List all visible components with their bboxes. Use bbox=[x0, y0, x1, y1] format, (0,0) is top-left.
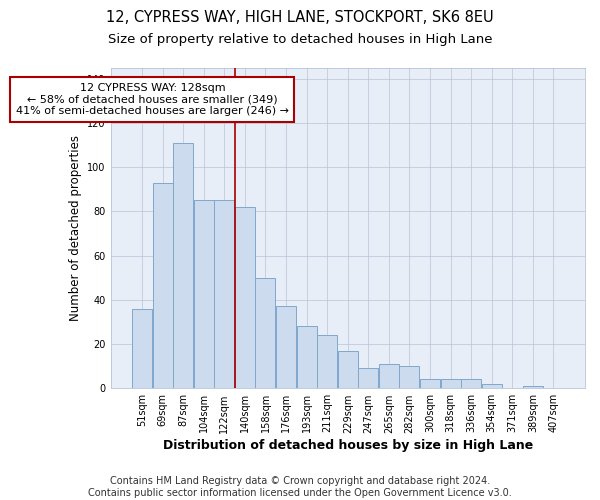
Bar bbox=[276, 306, 296, 388]
Bar bbox=[358, 368, 379, 388]
Text: 12, CYPRESS WAY, HIGH LANE, STOCKPORT, SK6 8EU: 12, CYPRESS WAY, HIGH LANE, STOCKPORT, S… bbox=[106, 10, 494, 25]
Bar bbox=[461, 380, 481, 388]
Bar bbox=[317, 335, 337, 388]
Text: 12 CYPRESS WAY: 128sqm
← 58% of detached houses are smaller (349)
41% of semi-de: 12 CYPRESS WAY: 128sqm ← 58% of detached… bbox=[16, 83, 289, 116]
Bar bbox=[214, 200, 235, 388]
Text: Size of property relative to detached houses in High Lane: Size of property relative to detached ho… bbox=[108, 32, 492, 46]
Bar bbox=[296, 326, 317, 388]
Bar bbox=[523, 386, 543, 388]
Bar bbox=[400, 366, 419, 388]
Text: Contains HM Land Registry data © Crown copyright and database right 2024.
Contai: Contains HM Land Registry data © Crown c… bbox=[88, 476, 512, 498]
Bar bbox=[132, 308, 152, 388]
Bar bbox=[440, 380, 461, 388]
Bar bbox=[379, 364, 399, 388]
Bar bbox=[194, 200, 214, 388]
Bar bbox=[173, 142, 193, 388]
Bar bbox=[235, 207, 255, 388]
X-axis label: Distribution of detached houses by size in High Lane: Distribution of detached houses by size … bbox=[163, 440, 533, 452]
Bar bbox=[420, 380, 440, 388]
Bar bbox=[338, 350, 358, 389]
Bar bbox=[152, 182, 173, 388]
Bar bbox=[482, 384, 502, 388]
Y-axis label: Number of detached properties: Number of detached properties bbox=[68, 135, 82, 321]
Bar bbox=[256, 278, 275, 388]
